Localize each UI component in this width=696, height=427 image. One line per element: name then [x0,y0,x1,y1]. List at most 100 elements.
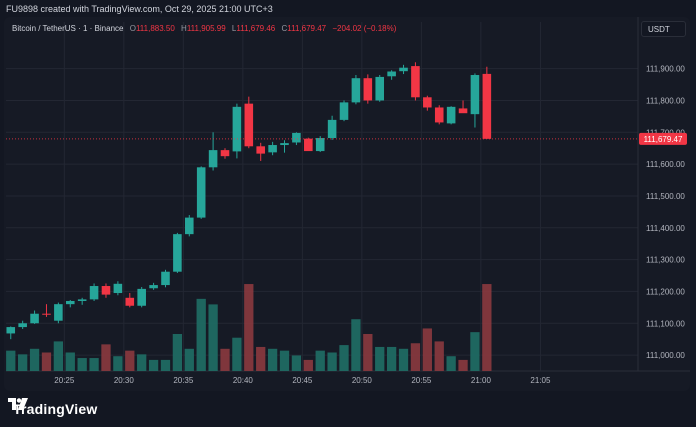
candle-body [339,102,349,120]
candle-body [268,145,277,153]
volume-bar [208,304,218,371]
candle-body [232,106,242,152]
candle-body [125,297,135,306]
y-tick-label: 111,700.00 [646,128,685,137]
volume-bar [113,356,123,371]
candle-body [185,217,194,235]
volume-bar [470,332,480,371]
volume-bar [291,355,302,371]
volume-bar [18,354,28,371]
volume-bar [327,352,337,371]
low-value: 111,679.46 [236,24,276,33]
x-tick-label: 20:45 [292,376,313,385]
candle-body [256,146,265,154]
volume-bar [256,346,266,371]
x-tick-label: 20:50 [352,376,373,385]
candle-body [173,234,182,272]
y-tick-label: 111,200.00 [646,287,685,296]
volume-bar [137,354,147,371]
volume-bar [398,348,409,371]
y-tick-label: 111,900.00 [646,65,685,74]
candle-body [18,323,27,328]
low-label: L [231,24,237,33]
volume-bar [315,350,325,371]
candle-body [30,313,39,324]
volume-bar [148,359,159,371]
volume-bar [339,345,349,371]
y-tick-label: 111,300.00 [646,256,685,265]
volume-bar [482,284,492,371]
candle-body [351,78,361,103]
close-value: 111,679.47 [287,24,327,33]
last-price-label: 111,679.47 [644,135,683,144]
symbol-label[interactable]: Bitcoin / TetherUS · 1 · Binance [12,24,124,33]
candle-body [113,283,123,294]
candle-body [446,106,456,124]
close-label: C [281,24,288,33]
y-tick-label: 111,500.00 [646,192,685,201]
last-price-badge [639,132,687,145]
volume-bar [244,284,254,371]
y-tick-label: 111,600.00 [646,160,685,169]
volume-bar [41,352,52,371]
currency-unit-button[interactable]: USDT [641,21,686,37]
x-tick-label: 21:05 [530,376,551,385]
brand-name: TradingView [13,401,98,417]
volume-bar [101,344,111,371]
volume-bar [410,343,421,371]
volume-bar [29,348,40,371]
candle-body [458,108,468,114]
volume-bar [279,350,290,371]
candle-body [208,150,218,168]
candle-body [423,97,432,108]
x-tick-label: 20:40 [233,376,254,385]
candle-body [77,299,87,301]
volume-bar [53,341,64,371]
x-tick-label: 20:30 [114,376,135,385]
volume-bar [267,348,278,371]
tradingview-footer: TradingView [8,398,97,420]
volume-bar [125,350,135,371]
volume-bar [422,328,432,371]
volume-bar [446,356,456,371]
candle-body [315,138,325,152]
open-value: 111,883.50 [135,24,175,33]
candle-body [244,103,254,147]
volume-bar [375,346,385,371]
x-tick-label: 21:00 [471,376,492,385]
top-caption-bar: FU9898 created with TradingView.com, Oct… [0,0,696,17]
y-tick-label: 111,400.00 [646,224,685,233]
candle-body [470,75,480,115]
volume-bar [220,348,230,371]
candle-body [220,150,230,157]
candle-body [54,304,63,321]
candle-body [137,288,146,306]
tradingview-logo-icon [8,398,28,410]
candle-body [327,119,337,139]
candle-body [387,71,396,77]
chart-panel[interactable] [4,17,690,391]
candle-body [399,67,408,72]
candle-body [89,286,99,300]
volume-bar [458,359,468,371]
x-tick-label: 20:55 [411,376,432,385]
volume-bar [172,334,183,371]
candle-body [149,285,158,289]
change-value: −204.02 (−0.18%) [332,24,397,33]
volume-bar [184,348,194,371]
y-tick-label: 111,100.00 [646,319,685,328]
volume-bar [434,341,444,371]
high-value: 111,905.99 [186,24,226,33]
x-tick-label: 20:25 [54,376,75,385]
candle-body [482,73,492,139]
candle-body [6,327,16,334]
volume-bar [77,358,87,371]
candle-body [375,76,385,101]
volume-bar [386,346,397,371]
volume-bar [89,358,99,371]
y-tick-label: 111,000.00 [646,351,685,360]
volume-bar [363,334,373,371]
candle-body [65,300,75,305]
candle-body [304,138,313,152]
